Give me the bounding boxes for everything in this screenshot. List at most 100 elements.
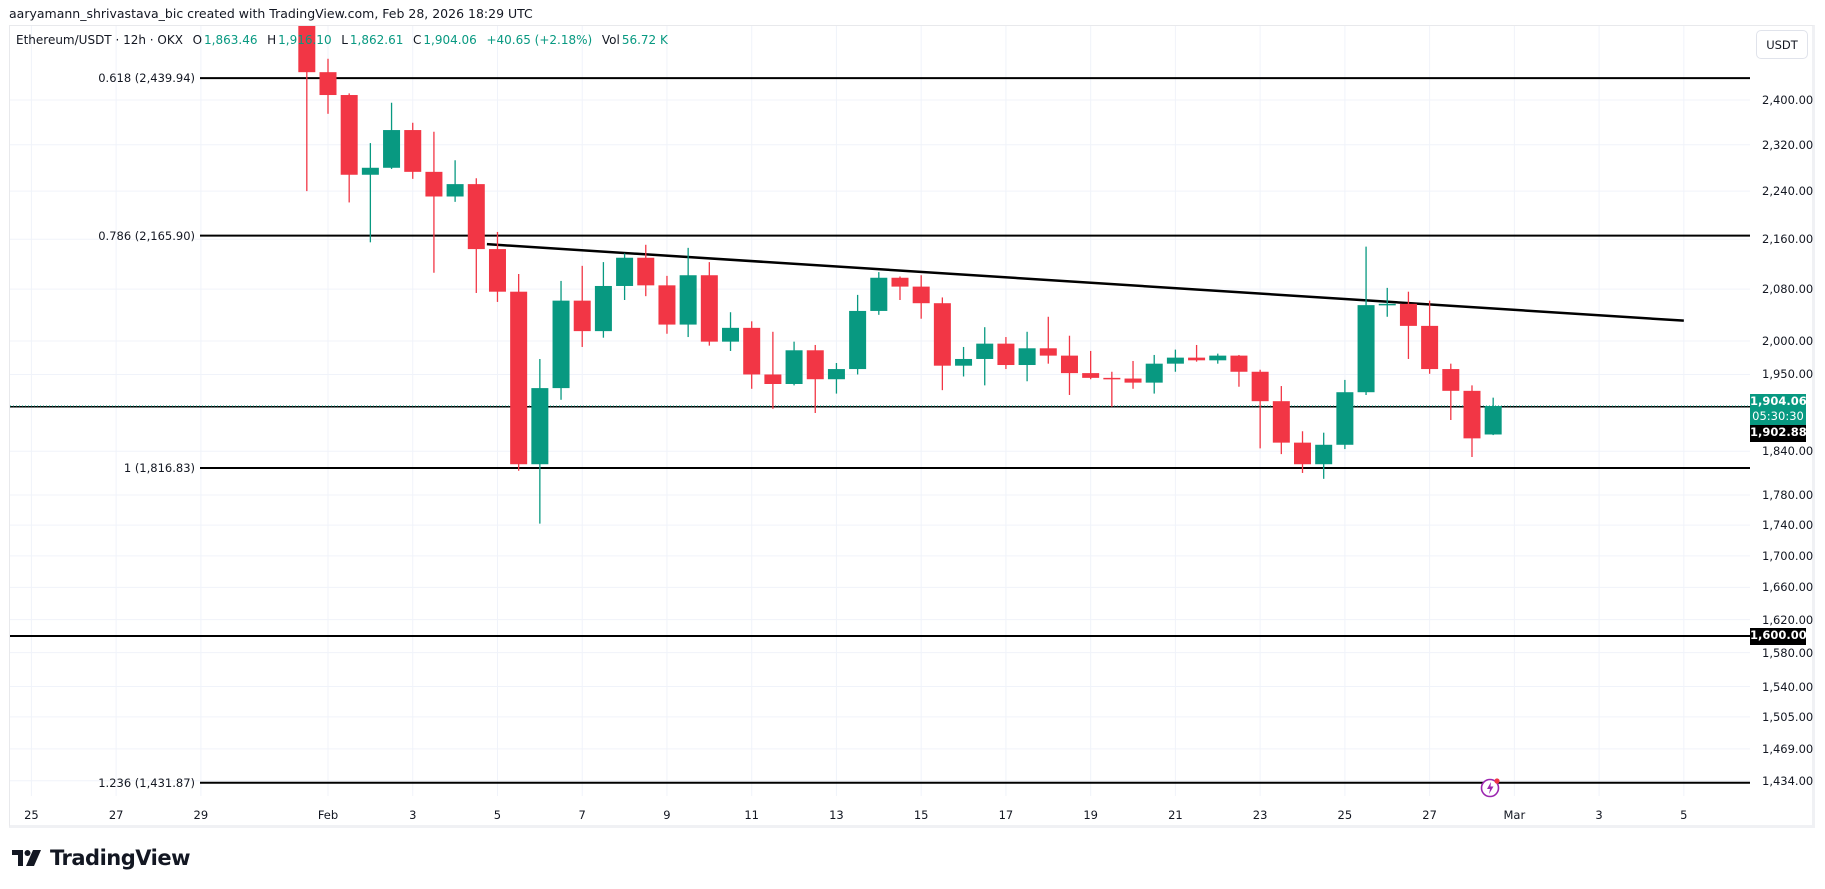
candle-body (1442, 369, 1460, 391)
candle-body (488, 249, 506, 292)
candle-body (1145, 363, 1163, 383)
time-axis-label: 5 (493, 808, 502, 822)
candle-body (1166, 357, 1184, 364)
candle (552, 280, 570, 400)
candle (1399, 291, 1417, 359)
candle-body (1399, 303, 1417, 326)
candle (1166, 349, 1184, 372)
time-axis-label: 3 (409, 808, 417, 822)
candle (1209, 353, 1227, 364)
logo-text: TradingView (50, 846, 190, 870)
candle (531, 358, 549, 524)
candle (891, 276, 909, 300)
candle (658, 275, 676, 334)
candle-body (976, 343, 994, 359)
change-value: +40.65 (+2.18%) (486, 33, 593, 47)
candle (976, 327, 994, 386)
last-price-badge: 1,904.06 05:30:30 (1750, 393, 1807, 425)
candle-body (722, 327, 740, 342)
candle (404, 122, 422, 179)
candle (616, 253, 634, 300)
candle-body (425, 171, 443, 197)
bar-countdown: 05:30:30 (1752, 408, 1804, 423)
candle (340, 93, 358, 203)
candle (1442, 363, 1460, 420)
candle (1018, 331, 1036, 382)
high-value: 1,916.10 (278, 33, 332, 47)
price-axis-label: 2,320.00 (1762, 137, 1814, 152)
candle (1039, 316, 1057, 364)
candle (679, 247, 697, 338)
candle-body (891, 277, 909, 287)
plot-area (10, 26, 1750, 784)
candle-body (827, 369, 845, 380)
candle (488, 231, 506, 302)
candle-body (637, 257, 655, 286)
candle (361, 143, 379, 243)
high-label: H (267, 33, 277, 47)
price-axis-label: 1,580.00 (1762, 645, 1814, 660)
tradingview-logo[interactable]: TradingView (12, 846, 190, 870)
candle-body (1188, 357, 1206, 361)
candle-body (1421, 325, 1439, 370)
candle (383, 102, 401, 169)
candle (1124, 360, 1142, 389)
price-axis-label: 2,400.00 (1762, 92, 1814, 107)
volume-label: Vol (601, 33, 620, 47)
price-axis-label: 1,660.00 (1762, 580, 1814, 595)
price-axis-label: 2,240.00 (1762, 184, 1814, 199)
candle (1060, 335, 1078, 395)
candle-body (997, 343, 1015, 366)
price-axis-label: 1,540.00 (1762, 679, 1814, 694)
chart-watermark: aaryamann_shrivastava_bic created with T… (9, 6, 533, 21)
candle-body (1018, 348, 1036, 366)
time-axis-label: 7 (578, 808, 586, 822)
candle-body (679, 275, 697, 325)
time-axis-label: 29 (193, 808, 209, 822)
candle-body (1124, 378, 1142, 383)
candle-body (298, 26, 316, 73)
candle (806, 344, 824, 413)
candle (997, 337, 1015, 370)
candle-body (1082, 373, 1100, 378)
time-axis-label: 27 (1422, 808, 1437, 822)
candle-body (1336, 392, 1354, 445)
trendline (486, 242, 1684, 322)
candle (1421, 300, 1439, 374)
open-value: 1,863.46 (204, 33, 258, 47)
candle (743, 321, 761, 389)
price-axis-label: 1,700.00 (1762, 548, 1814, 563)
candle-body (552, 300, 570, 389)
symbol-info[interactable]: Ethereum/USDT · 12h · OKX (16, 33, 183, 47)
currency-button[interactable]: USDT (1756, 30, 1808, 59)
candle-body (912, 286, 930, 304)
candle (764, 331, 782, 409)
candle (637, 244, 655, 297)
time-axis-label: 5 (1680, 808, 1688, 822)
candle-body (1272, 401, 1290, 443)
candle-body (1357, 305, 1375, 393)
volume-value: 56.72 K (621, 33, 668, 47)
low-label: L (341, 33, 348, 47)
candle-body (510, 291, 528, 465)
fib-level-label: 1 (1,816.83) (123, 460, 195, 475)
price-axis-label: 2,000.00 (1762, 334, 1814, 348)
candle (1378, 287, 1396, 317)
candle-body (573, 300, 591, 332)
close-value: 1,904.06 (423, 33, 477, 47)
candle (933, 297, 951, 391)
candle (700, 262, 718, 346)
candle (722, 312, 740, 351)
candle-body (1463, 390, 1481, 439)
time-axis-label: 27 (108, 808, 124, 822)
candle-body (467, 184, 485, 250)
low-value: 1,862.61 (349, 33, 404, 47)
fib-level-label: 0.786 (2,165.90) (98, 228, 195, 243)
price-axis-label: 1,740.00 (1762, 518, 1814, 533)
horizontal-line-price-badge: 1,902.88 (1750, 424, 1807, 442)
candle-body (594, 285, 612, 332)
lightning-alert-icon[interactable] (1480, 776, 1500, 798)
candle-body (1103, 377, 1121, 380)
time-axis-label: 21 (1168, 808, 1183, 822)
